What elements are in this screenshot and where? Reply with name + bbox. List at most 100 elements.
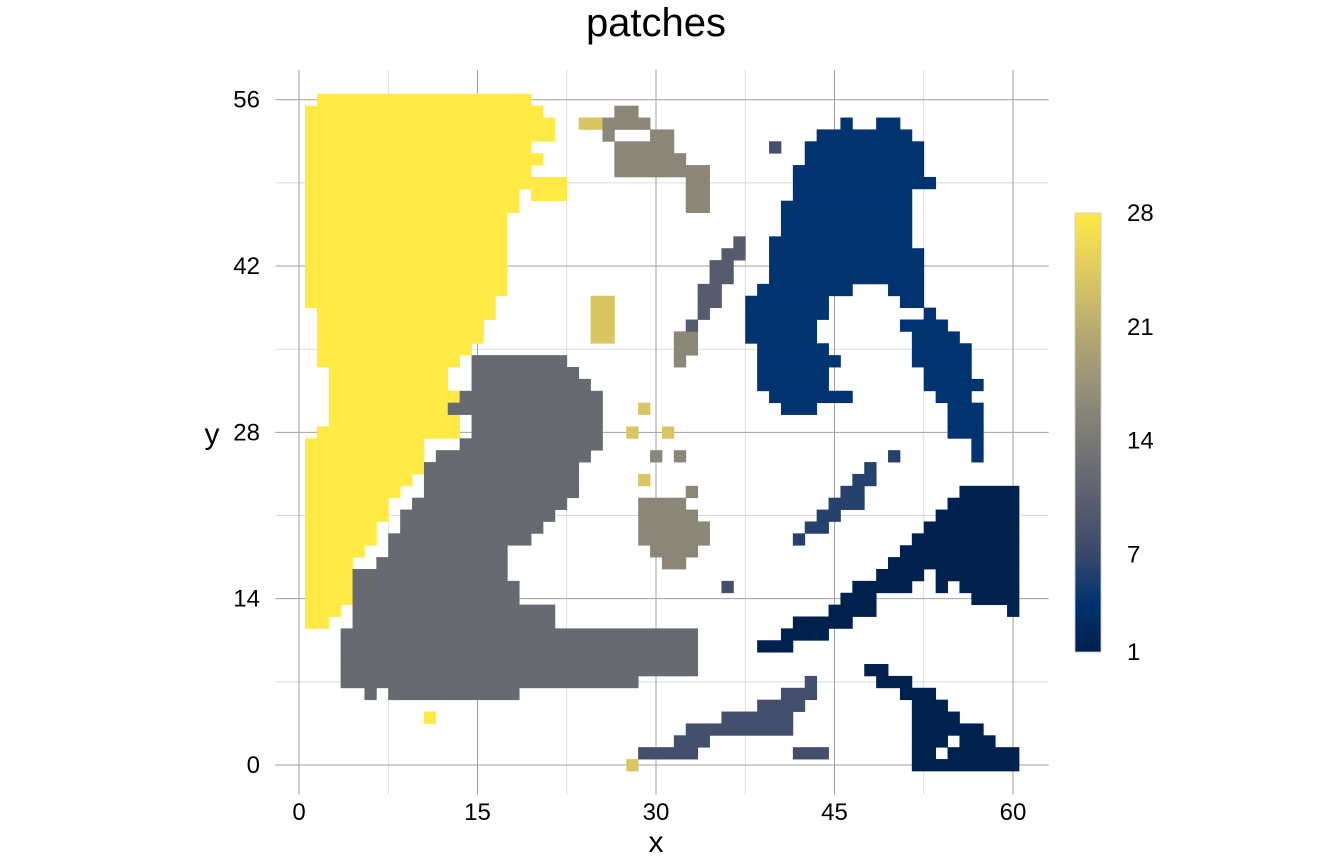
patch-cell bbox=[792, 747, 829, 760]
patch-cell bbox=[959, 735, 996, 748]
patch-cell bbox=[721, 248, 746, 261]
patch-cell bbox=[304, 521, 377, 534]
patch-cell bbox=[471, 414, 603, 427]
patch-cell bbox=[304, 438, 425, 451]
patch-cell bbox=[911, 343, 972, 356]
patch-cell bbox=[685, 485, 699, 499]
patch-cell bbox=[304, 271, 508, 285]
patch-cell bbox=[328, 378, 449, 392]
patch-cell bbox=[304, 568, 353, 582]
patch-cell bbox=[697, 283, 722, 297]
patch-cell bbox=[340, 640, 699, 653]
patch-cell bbox=[590, 295, 615, 309]
patch-cell bbox=[721, 580, 734, 594]
patch-cell bbox=[899, 295, 925, 309]
patch-cell bbox=[340, 652, 699, 665]
patch-cell bbox=[792, 176, 937, 190]
patch-cell bbox=[745, 331, 818, 344]
patch-cell bbox=[899, 545, 1020, 558]
patch-cell bbox=[304, 188, 520, 202]
patch-cell bbox=[328, 367, 449, 380]
patch-cell bbox=[661, 426, 675, 439]
patch-cell bbox=[673, 331, 699, 344]
patch-cell bbox=[804, 675, 818, 689]
patch-cell bbox=[304, 616, 330, 629]
patch-cell bbox=[911, 331, 960, 344]
patch-cell bbox=[590, 319, 615, 332]
colorbar-tick-label: 28 bbox=[1127, 200, 1154, 227]
patch-cell bbox=[650, 129, 675, 142]
colorbar-legend: 1 7 14 21 28 bbox=[1074, 200, 1154, 666]
y-tick-label: 28 bbox=[233, 419, 260, 446]
patch-cell bbox=[304, 485, 401, 499]
patch-cell bbox=[780, 212, 913, 225]
patch-cell bbox=[804, 153, 925, 166]
patch-cell bbox=[1007, 604, 1020, 617]
patch-cell bbox=[388, 533, 532, 546]
patch-cell bbox=[971, 592, 1020, 606]
patch-cell bbox=[757, 367, 829, 380]
patch-cell bbox=[935, 509, 1020, 522]
patch-cell bbox=[685, 723, 794, 736]
patch-cell bbox=[840, 485, 865, 499]
patch-cell bbox=[304, 592, 353, 606]
patch-cell bbox=[459, 390, 472, 404]
patch-cell bbox=[745, 319, 818, 332]
patch-cell bbox=[400, 509, 556, 522]
patch-cell bbox=[304, 248, 508, 261]
patch-cell bbox=[614, 153, 687, 166]
patch-cell bbox=[388, 687, 437, 701]
patch-cell bbox=[769, 390, 853, 404]
patch-cell bbox=[828, 497, 865, 510]
patch-cell bbox=[304, 473, 413, 487]
patch-cell bbox=[804, 141, 925, 154]
patch-cell bbox=[471, 402, 603, 415]
patch-cell bbox=[673, 343, 699, 356]
colorbar-tick-label: 1 bbox=[1127, 639, 1140, 666]
y-axis-ticks: 0 14 28 42 56 bbox=[233, 87, 260, 779]
patch-cell bbox=[519, 176, 568, 190]
patch-cell bbox=[340, 675, 639, 689]
patch-cell bbox=[792, 616, 853, 629]
patch-cell bbox=[888, 450, 901, 463]
patch-cell bbox=[352, 604, 556, 617]
patch-cell bbox=[304, 236, 508, 249]
patch-cell bbox=[614, 165, 710, 178]
patch-cell bbox=[471, 426, 603, 439]
patch-cell bbox=[911, 533, 1020, 546]
patch-cell bbox=[804, 521, 829, 534]
patch-cell bbox=[316, 355, 461, 368]
patch-cell bbox=[769, 236, 913, 249]
patch-cell bbox=[685, 176, 710, 190]
patch-cell bbox=[745, 307, 829, 320]
y-tick-label: 56 bbox=[233, 87, 260, 114]
patch-cell bbox=[757, 283, 841, 297]
patch-cell bbox=[769, 141, 782, 154]
patch-cell bbox=[840, 283, 853, 297]
patch-cell bbox=[911, 735, 948, 748]
patch-cell bbox=[304, 462, 425, 475]
patch-cell bbox=[757, 378, 829, 392]
chart-title: patches bbox=[586, 1, 726, 45]
patch-cell bbox=[757, 355, 841, 368]
patch-cell bbox=[876, 271, 925, 285]
patch-cell bbox=[304, 604, 342, 617]
patch-cell bbox=[780, 200, 913, 213]
patch-cell bbox=[923, 521, 1020, 534]
patch-cell bbox=[388, 545, 508, 558]
patch-cell bbox=[947, 402, 984, 415]
patch-cell bbox=[316, 426, 461, 439]
patch-cell bbox=[638, 521, 710, 534]
patch-cell bbox=[304, 497, 389, 510]
patch-cell bbox=[959, 485, 1020, 499]
x-axis-ticks: 0 15 30 45 60 bbox=[292, 799, 1026, 826]
patch-cell bbox=[316, 343, 472, 356]
patch-cell bbox=[876, 675, 913, 689]
x-axis-label: x bbox=[649, 826, 664, 859]
y-tick-label: 0 bbox=[247, 752, 260, 779]
patch-cell bbox=[471, 367, 580, 380]
patch-cell bbox=[899, 319, 948, 332]
patch-cell bbox=[304, 224, 508, 237]
patch-cell bbox=[733, 236, 746, 249]
patch-cell bbox=[876, 568, 925, 582]
